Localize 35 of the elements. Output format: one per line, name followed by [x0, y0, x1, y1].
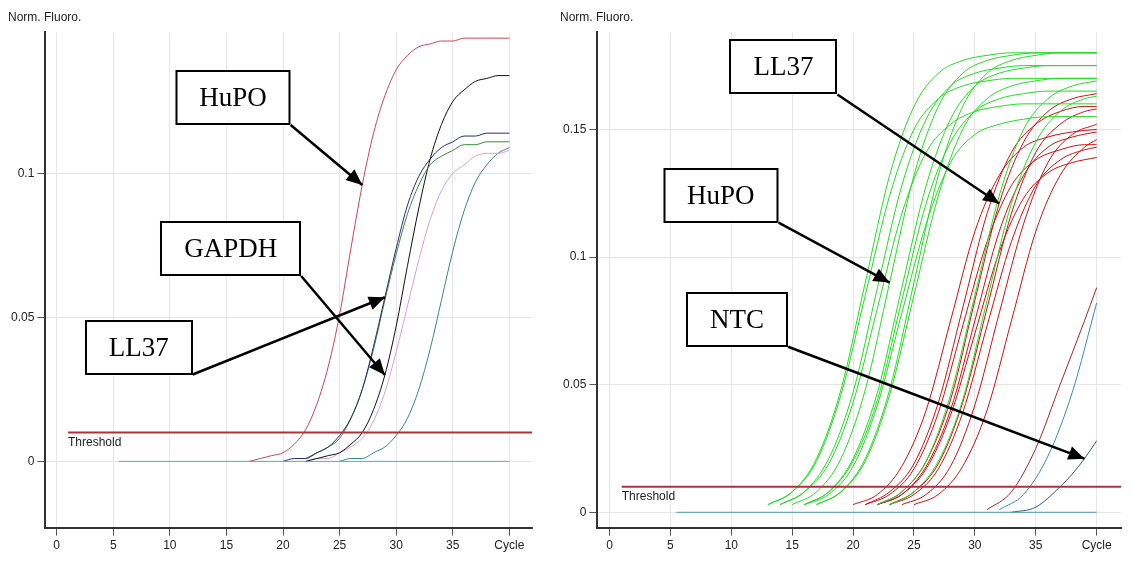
annotation: HuPO	[663, 167, 779, 223]
y-axis-title: Norm. Fluoro.	[8, 9, 82, 24]
annotation: LL37	[729, 39, 838, 95]
x-tick-label: 30	[968, 538, 982, 553]
y-tick-label: 0.1	[17, 165, 35, 180]
y-tick-label: 0	[27, 453, 35, 468]
x-tick-label: 5	[109, 538, 117, 553]
ref-line-label: Threshold	[67, 434, 122, 449]
x-tick-label: 10	[163, 538, 177, 553]
x-tick-label: 15	[785, 538, 800, 553]
y-axis-title: Norm. Fluoro.	[560, 9, 634, 24]
x-tick-label: 5	[667, 538, 675, 553]
x-tick-label: 30	[389, 538, 404, 553]
x-tick-label: 0	[606, 538, 614, 553]
x-tick-label: 25	[332, 538, 347, 553]
x-tick-label: 20	[276, 538, 291, 553]
annotation: GAPDH	[160, 220, 302, 276]
ref-line-label: Threshold	[621, 489, 676, 504]
x-tick-label: 35	[1029, 538, 1043, 553]
annotation: LL37	[84, 319, 193, 375]
x-tick-label: Cycle	[1081, 538, 1112, 553]
x-tick-label: 25	[907, 538, 921, 553]
y-tick-label: 0.05	[563, 376, 587, 391]
x-tick-label: 0	[53, 538, 61, 553]
y-tick-label: 0	[579, 504, 587, 519]
y-tick-label: 0.1	[569, 249, 587, 264]
x-tick-label: 20	[846, 538, 861, 553]
y-tick-label: 0.05	[11, 309, 35, 324]
annotation: HuPO	[175, 70, 291, 126]
annotation: NTC	[686, 291, 789, 347]
x-tick-label: 15	[219, 538, 234, 553]
y-tick-label: 0.15	[563, 121, 587, 136]
x-tick-label: Cycle	[494, 538, 525, 553]
x-tick-label: 35	[446, 538, 460, 553]
x-tick-label: 10	[724, 538, 739, 553]
